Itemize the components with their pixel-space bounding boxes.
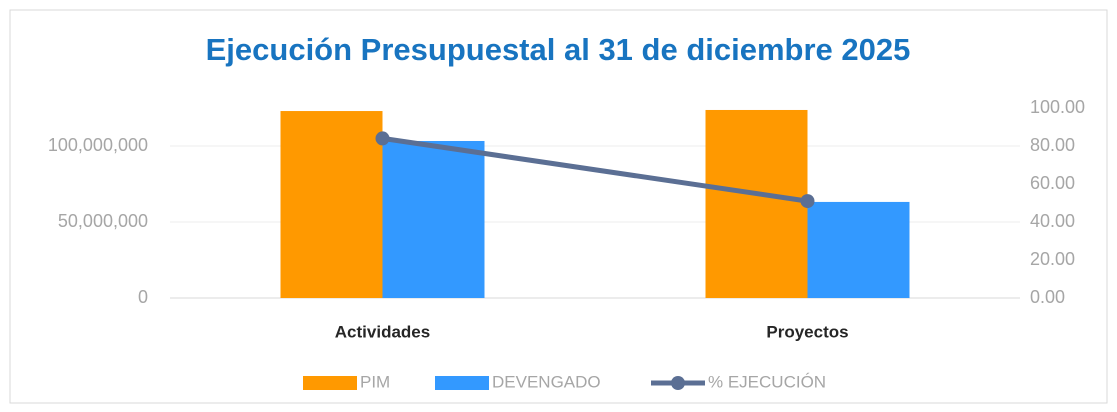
y2-tick-label: 40.00	[1030, 211, 1075, 231]
x-tick-label: Proyectos	[766, 322, 848, 341]
bar	[807, 201, 910, 298]
legend-swatch	[435, 376, 489, 390]
bar	[382, 140, 485, 298]
legend-label: PIM	[360, 372, 390, 391]
y-tick-label: 50,000,000	[58, 211, 148, 231]
y2-tick-label: 0.00	[1030, 287, 1065, 307]
legend-swatch	[671, 376, 685, 390]
legend-label: % EJECUCIÓN	[708, 372, 826, 391]
bar	[705, 109, 808, 298]
y2-tick-label: 100.00	[1030, 97, 1085, 117]
y-tick-label: 0	[138, 287, 148, 307]
y2-tick-label: 60.00	[1030, 173, 1075, 193]
y2-tick-label: 80.00	[1030, 135, 1075, 155]
legend-label: DEVENGADO	[492, 372, 601, 391]
legend-swatch	[303, 376, 357, 390]
bar	[280, 111, 383, 298]
chart-border	[9, 9, 1108, 404]
line-marker	[375, 131, 390, 146]
chart-title: Ejecución Presupuestal al 31 de diciembr…	[206, 32, 911, 67]
y-tick-label: 100,000,000	[48, 135, 148, 155]
line	[382, 135, 808, 204]
x-tick-label: Actividades	[335, 322, 430, 341]
line-marker	[800, 194, 815, 209]
y2-tick-label: 20.00	[1030, 249, 1075, 269]
